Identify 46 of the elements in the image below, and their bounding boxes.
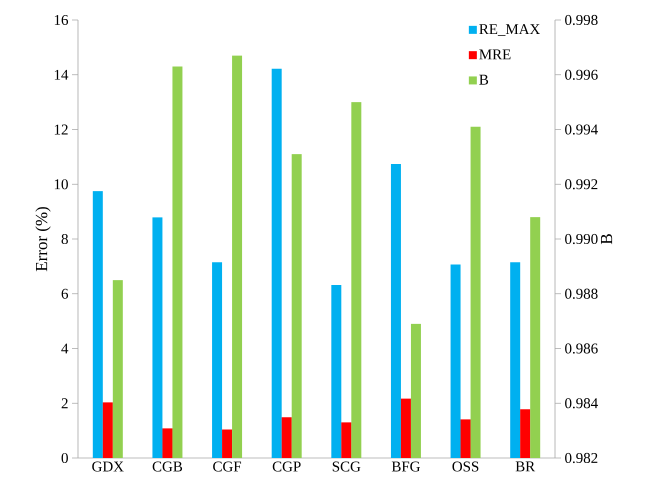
y2-tick-label: 0.982: [565, 452, 598, 464]
y-tick-label: 8: [62, 234, 68, 244]
bar: [162, 428, 172, 458]
y-tick-label: 0: [62, 452, 68, 464]
y2-tick-label: 0.998: [565, 14, 598, 26]
y-tick-label: 12: [54, 124, 68, 134]
y2-tick-label: 0.990: [565, 234, 598, 244]
bar: [460, 419, 471, 458]
y2-axis-title: B: [600, 234, 612, 244]
x-tick-label: SCG: [332, 462, 360, 472]
legend-label: B: [479, 74, 488, 85]
x-tick-label: BFG: [392, 462, 420, 472]
y2-tick-label: 0.994: [565, 124, 598, 135]
x-tick-label: CGP: [272, 462, 301, 472]
bar: [390, 164, 401, 458]
x-tick-label: GDX: [92, 462, 124, 472]
bar: [222, 430, 232, 458]
x-tick-label: OSS: [452, 462, 478, 472]
bar: [102, 402, 113, 458]
bar: [152, 217, 162, 458]
x-tick-label: CGB: [152, 462, 182, 472]
x-tick-label: BR: [516, 462, 536, 472]
y-tick-label: 2: [62, 398, 68, 408]
y-tick-label: 14: [54, 70, 68, 80]
bar: [272, 68, 282, 458]
bar: [510, 262, 520, 458]
y2-tick-label: 0.992: [565, 179, 598, 190]
y2-tick-label: 0.986: [565, 343, 598, 354]
y-tick-label: 16: [54, 14, 68, 26]
bar: [331, 284, 342, 458]
y-tick-label: 10: [54, 179, 68, 190]
y-axis-title: Error (%): [35, 207, 51, 272]
bar: [282, 417, 292, 458]
y2-tick-label: 0.988: [565, 288, 598, 299]
legend-label: MRE: [479, 50, 510, 60]
y-tick-label: 4: [61, 344, 68, 354]
bar: [520, 409, 530, 458]
y2-tick-label: 0.984: [565, 398, 598, 408]
bar: [341, 422, 352, 458]
y-tick-label: 6: [62, 288, 68, 299]
bar: [450, 264, 461, 458]
y2-tick-label: 0.996: [565, 70, 598, 80]
bar: [92, 191, 103, 458]
bar: [212, 262, 222, 458]
legend-label: RE_MAX: [479, 24, 540, 36]
x-tick-label: CGF: [213, 462, 242, 472]
